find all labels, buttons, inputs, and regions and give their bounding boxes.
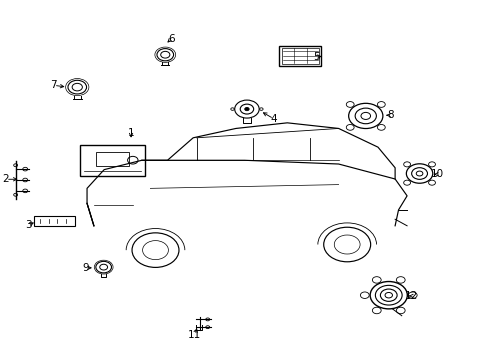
Text: 3: 3: [25, 220, 32, 230]
Text: 7: 7: [50, 80, 57, 90]
Bar: [96, 152, 129, 166]
Circle shape: [244, 107, 248, 111]
Text: 9: 9: [82, 263, 89, 273]
Text: 2: 2: [2, 174, 9, 184]
Text: 4: 4: [270, 114, 277, 124]
Text: 12: 12: [404, 291, 418, 301]
Text: 6: 6: [167, 34, 174, 44]
Text: 10: 10: [430, 169, 443, 179]
Text: 8: 8: [386, 110, 393, 120]
Text: 1: 1: [127, 128, 134, 138]
Text: 5: 5: [313, 51, 320, 62]
Bar: [281, 48, 318, 64]
Text: 11: 11: [187, 330, 201, 340]
